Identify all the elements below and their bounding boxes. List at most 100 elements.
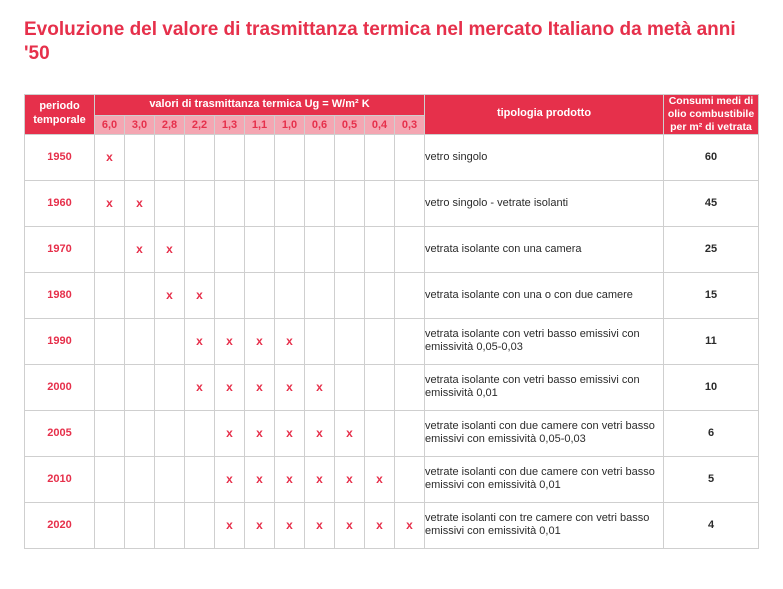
cell-mark [245, 134, 275, 180]
header-ug-col: 3,0 [125, 115, 155, 134]
cell-mark [335, 134, 365, 180]
cell-mark [305, 318, 335, 364]
cell-period: 1960 [25, 180, 95, 226]
cell-mark [395, 134, 425, 180]
table-row: 2005xxxxxvetrate isolanti con due camere… [25, 410, 759, 456]
table-body: 1950xvetro singolo601960xxvetro singolo … [25, 134, 759, 548]
header-ug-col: 0,4 [365, 115, 395, 134]
cell-mark [395, 456, 425, 502]
cell-period: 2020 [25, 502, 95, 548]
cell-mark: x [185, 318, 215, 364]
cell-mark [275, 134, 305, 180]
cell-mark [185, 502, 215, 548]
cell-mark: x [245, 410, 275, 456]
cell-mark: x [275, 502, 305, 548]
cell-mark [155, 456, 185, 502]
cell-mark [335, 318, 365, 364]
header-ug-col: 0,3 [395, 115, 425, 134]
cell-consumption: 15 [664, 272, 759, 318]
cell-mark [125, 364, 155, 410]
cell-period: 2005 [25, 410, 95, 456]
cell-mark [275, 272, 305, 318]
cell-mark [125, 318, 155, 364]
cell-product: vetrata isolante con vetri basso emissiv… [425, 318, 664, 364]
cell-mark [365, 410, 395, 456]
cell-product: vetro singolo - vetrate isolanti [425, 180, 664, 226]
cell-mark: x [305, 456, 335, 502]
cell-mark [335, 272, 365, 318]
cell-product: vetrata isolante con una o con due camer… [425, 272, 664, 318]
cell-period: 1980 [25, 272, 95, 318]
cell-mark [155, 134, 185, 180]
cell-mark [275, 226, 305, 272]
cell-period: 2000 [25, 364, 95, 410]
cell-consumption: 10 [664, 364, 759, 410]
cell-product: vetrate isolanti con tre camere con vetr… [425, 502, 664, 548]
cell-mark [305, 272, 335, 318]
transmittance-table: periodo temporale valori di trasmittanza… [24, 94, 759, 549]
table-row: 1950xvetro singolo60 [25, 134, 759, 180]
table-row: 1970 xx vetrata isolante con una camera25 [25, 226, 759, 272]
cell-mark: x [275, 318, 305, 364]
cell-mark [395, 272, 425, 318]
cell-mark: x [365, 456, 395, 502]
cell-mark [125, 456, 155, 502]
cell-mark [185, 134, 215, 180]
cell-mark [365, 364, 395, 410]
cell-mark [95, 410, 125, 456]
cell-mark [215, 180, 245, 226]
cell-mark [155, 318, 185, 364]
cell-mark: x [155, 226, 185, 272]
cell-mark [335, 180, 365, 226]
cell-mark [365, 180, 395, 226]
cell-mark: x [335, 502, 365, 548]
cell-mark [395, 318, 425, 364]
cell-mark [185, 456, 215, 502]
cell-mark: x [305, 502, 335, 548]
cell-mark: x [215, 502, 245, 548]
cell-mark: x [245, 318, 275, 364]
cell-mark [365, 318, 395, 364]
cell-mark [95, 226, 125, 272]
cell-mark [185, 226, 215, 272]
table-header: periodo temporale valori di trasmittanza… [25, 94, 759, 134]
page-title: Evoluzione del valore di trasmittanza te… [24, 18, 759, 66]
cell-mark: x [275, 410, 305, 456]
cell-product: vetrata isolante con una camera [425, 226, 664, 272]
cell-consumption: 45 [664, 180, 759, 226]
header-ug-col: 6,0 [95, 115, 125, 134]
cell-mark: x [215, 410, 245, 456]
cell-mark [275, 180, 305, 226]
cell-mark [95, 272, 125, 318]
cell-mark [125, 410, 155, 456]
cell-mark [365, 226, 395, 272]
table-row: 1990xxxxvetrata isolante con vetri basso… [25, 318, 759, 364]
cell-mark: x [365, 502, 395, 548]
cell-mark: x [155, 272, 185, 318]
cell-mark: x [215, 364, 245, 410]
cell-consumption: 11 [664, 318, 759, 364]
cell-mark: x [245, 364, 275, 410]
cell-mark: x [215, 318, 245, 364]
cell-consumption: 25 [664, 226, 759, 272]
cell-consumption: 6 [664, 410, 759, 456]
cell-consumption: 5 [664, 456, 759, 502]
cell-mark [95, 502, 125, 548]
header-ug-col: 2,8 [155, 115, 185, 134]
cell-mark [245, 272, 275, 318]
cell-mark [95, 364, 125, 410]
cell-period: 1950 [25, 134, 95, 180]
table-row: 1960xxvetro singolo - vetrate isolanti45 [25, 180, 759, 226]
table-row: 2000xxxxxvetrata isolante con vetri bass… [25, 364, 759, 410]
cell-mark: x [335, 410, 365, 456]
cell-period: 2010 [25, 456, 95, 502]
cell-period: 1970 [25, 226, 95, 272]
cell-mark [125, 272, 155, 318]
cell-mark [245, 180, 275, 226]
cell-mark: x [335, 456, 365, 502]
cell-mark: x [185, 272, 215, 318]
cell-mark: x [275, 456, 305, 502]
cell-mark: x [275, 364, 305, 410]
cell-mark: x [125, 226, 155, 272]
header-ug-col: 1,3 [215, 115, 245, 134]
